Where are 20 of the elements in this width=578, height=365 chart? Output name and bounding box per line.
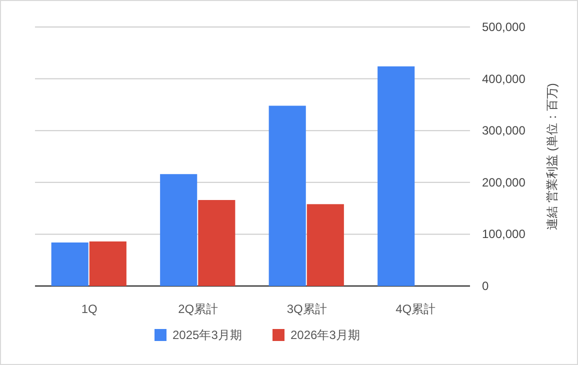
- bar: [268, 106, 306, 286]
- y-tick-label: 100,000: [482, 227, 526, 242]
- bar: [378, 66, 415, 286]
- bar: [198, 200, 236, 286]
- legend-label: 2026年3月期: [290, 328, 360, 342]
- y-tick-label: 0: [482, 279, 489, 293]
- x-tick-label: 3Q累計: [286, 302, 327, 316]
- x-tick-label: 1Q: [81, 302, 98, 316]
- bar: [160, 174, 198, 286]
- legend-label: 2025年3月期: [172, 328, 242, 342]
- x-tick-label: 2Q累計: [178, 302, 218, 316]
- y-tick-label: 200,000: [482, 175, 526, 190]
- bar: [89, 241, 126, 286]
- x-tick-label: 4Q累計: [396, 302, 436, 316]
- y-axis-title: 連結 営業利益 (単位：百万): [545, 83, 559, 230]
- y-tick-label: 500,000: [482, 20, 526, 34]
- y-tick-label: 400,000: [482, 72, 526, 86]
- bar: [51, 242, 88, 286]
- y-tick-label: 300,000: [482, 124, 526, 138]
- bar: [306, 204, 344, 286]
